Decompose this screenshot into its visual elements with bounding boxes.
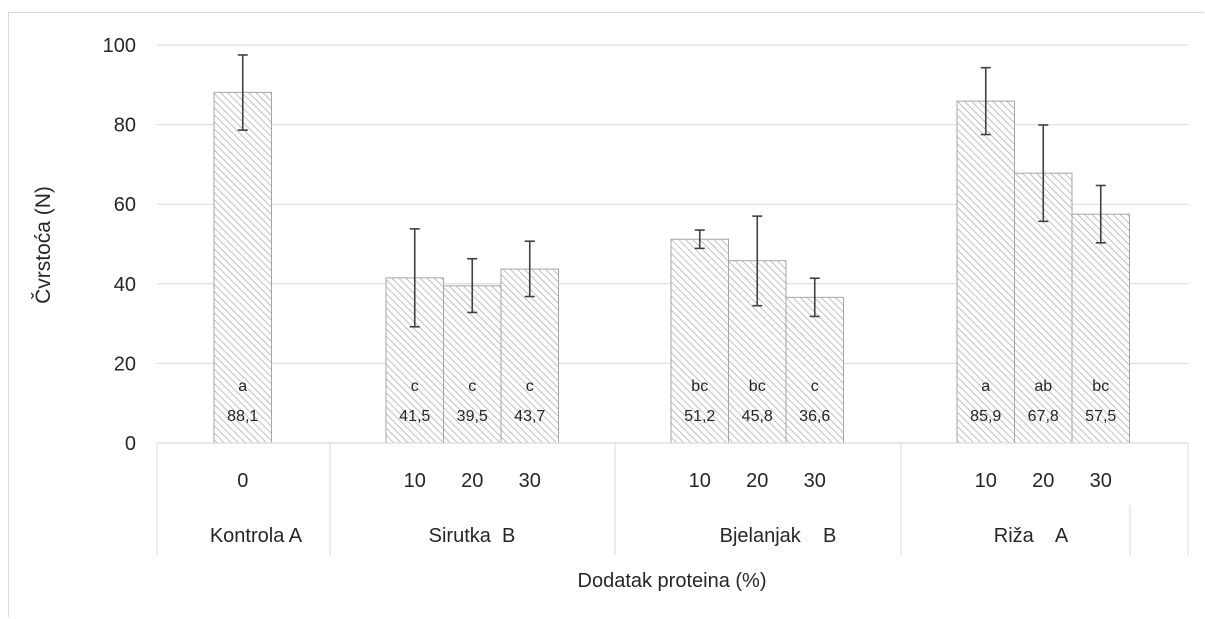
x-tick-label: 20	[461, 470, 483, 492]
data-label: 36,6	[799, 408, 830, 425]
x-tick-label: 30	[804, 470, 826, 492]
y-tick-label: 80	[114, 115, 136, 137]
bars: a 88,1 c 41,5 c 39,5 c 43,7 bc 51,2 bc 45,8 c 36,6 a 85…	[213, 54, 1130, 444]
y-tick-label: 60	[114, 194, 136, 216]
bar	[956, 100, 1015, 444]
x-tick-label: 30	[1090, 470, 1112, 492]
y-tick-label: 0	[125, 433, 136, 455]
y-tick-label: 100	[103, 35, 136, 57]
y-tick-label: 40	[114, 274, 136, 296]
data-label: 88,1	[227, 408, 258, 425]
significance-letter: bc	[749, 378, 766, 395]
significance-letter: ab	[1034, 378, 1052, 395]
significance-letter: bc	[691, 378, 708, 395]
bar	[500, 268, 559, 444]
data-label: 57,5	[1085, 408, 1116, 425]
chart-frame	[8, 12, 1204, 617]
data-label: 51,2	[684, 408, 715, 425]
group-label: Kontrola A	[210, 525, 303, 547]
data-label: 43,7	[514, 408, 545, 425]
x-tick-label: 10	[689, 470, 711, 492]
significance-letter: a	[981, 378, 990, 395]
significance-letter: c	[526, 378, 534, 395]
x-tick-label: 0	[237, 470, 248, 492]
x-tick-label: 20	[1032, 470, 1054, 492]
y-axis-title: Čvrstoća (N)	[32, 186, 55, 304]
x-tick-label: 10	[404, 470, 426, 492]
group-label: Sirutka B	[429, 525, 516, 547]
x-tick-label: 20	[746, 470, 768, 492]
significance-letter: a	[238, 378, 247, 395]
significance-letter: c	[468, 378, 476, 395]
significance-letter: c	[811, 378, 819, 395]
x-tick-label: 30	[519, 470, 541, 492]
bar	[1071, 213, 1130, 444]
significance-letter: bc	[1092, 378, 1109, 395]
x-axis-title: Dodatak proteina (%)	[578, 570, 767, 592]
x-axis-table: 0 10 20 30 10 20 30 10 20 30 Kontrola A Sirutka B Bj…	[156, 442, 1189, 555]
data-label: 41,5	[399, 408, 430, 425]
y-tick-label: 20	[114, 353, 136, 375]
data-label: 45,8	[742, 408, 773, 425]
group-label: Riža A	[994, 525, 1069, 547]
bar	[785, 296, 844, 444]
data-label: 39,5	[457, 408, 488, 425]
y-axis-ticks: 0 20 40 60 80 100	[103, 35, 136, 455]
data-label: 67,8	[1028, 408, 1059, 425]
significance-letter: c	[411, 378, 419, 395]
x-tick-label: 10	[975, 470, 997, 492]
data-label: 85,9	[970, 408, 1001, 425]
group-label: Bjelanjak B	[720, 525, 837, 547]
bar	[213, 91, 272, 444]
